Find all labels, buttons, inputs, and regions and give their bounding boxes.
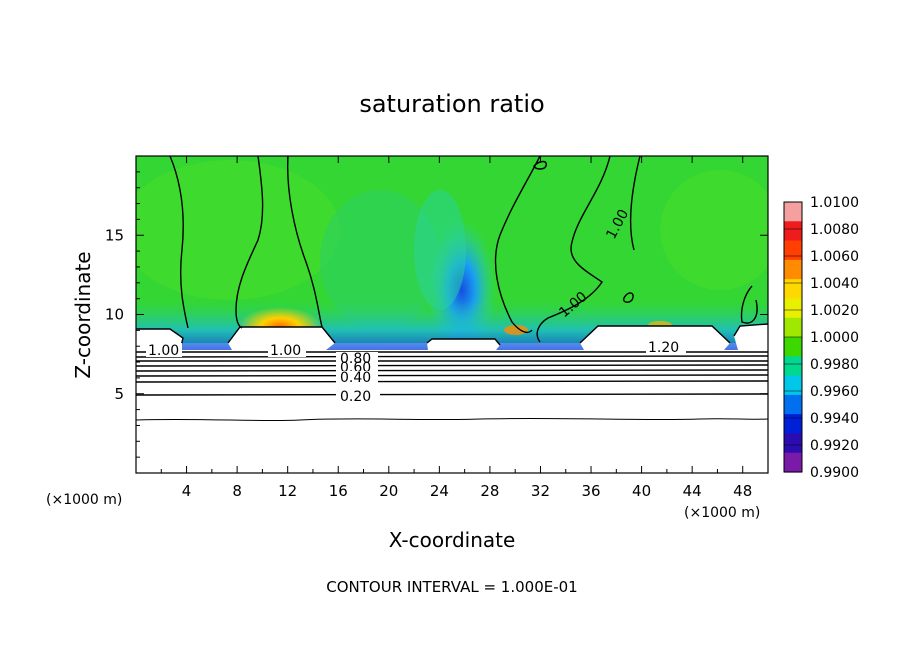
colorbar-label: 1.0060 bbox=[810, 249, 859, 265]
colorbar-swatch bbox=[784, 317, 802, 338]
colorbar-swatch bbox=[784, 356, 802, 377]
y-tick-label: 15 bbox=[105, 226, 124, 244]
field-highlight bbox=[320, 190, 440, 330]
contour-line bbox=[622, 292, 634, 303]
contour-line bbox=[235, 156, 264, 329]
contour-line bbox=[136, 369, 768, 372]
colorbar-label: 1.0080 bbox=[810, 222, 859, 238]
y-tick-label: 5 bbox=[114, 385, 124, 403]
x-tick-label: 44 bbox=[683, 482, 702, 500]
contour-line bbox=[536, 156, 611, 343]
colorbar-swatch bbox=[784, 240, 802, 261]
contour-line bbox=[227, 326, 336, 344]
contour-line bbox=[733, 323, 768, 337]
contour-line bbox=[533, 160, 547, 170]
contour-interval-note: CONTOUR INTERVAL = 1.000E-01 bbox=[326, 578, 577, 596]
colorbar-label: 0.9960 bbox=[810, 384, 859, 400]
y-unit-label: (×1000 m) bbox=[46, 492, 122, 508]
colorbar-swatch bbox=[784, 221, 802, 242]
supersaturation-spot bbox=[504, 325, 528, 335]
contour-line bbox=[740, 285, 758, 324]
y-axis: 5 10 15 bbox=[105, 171, 768, 458]
colorbar-label: 1.0100 bbox=[810, 195, 859, 211]
colorbar-swatch bbox=[784, 279, 802, 300]
x-tick-label: 12 bbox=[278, 482, 297, 500]
colorbar-label: 0.9940 bbox=[810, 411, 859, 427]
colorbar-swatch bbox=[784, 433, 802, 454]
x-axis-label: X-coordinate bbox=[389, 528, 516, 552]
colorbar-swatch bbox=[784, 452, 802, 473]
colorbar-label: 1.0000 bbox=[810, 330, 859, 346]
colorbar-swatch bbox=[784, 394, 802, 415]
contour-label: 1.00 bbox=[270, 343, 301, 359]
x-tick-label: 32 bbox=[531, 482, 550, 500]
contour-line bbox=[286, 156, 323, 328]
x-tick-label: 20 bbox=[379, 482, 398, 500]
colorbar-swatch bbox=[784, 202, 802, 222]
x-axis: 4 8 12 16 20 24 28 32 36 40 44 48 bbox=[160, 156, 752, 500]
contour-line bbox=[136, 355, 768, 358]
colorbar-label: 0.9900 bbox=[810, 465, 859, 481]
contour-line bbox=[136, 364, 768, 367]
contour-line bbox=[579, 325, 731, 344]
x-unit-label: (×1000 m) bbox=[684, 505, 760, 521]
dry-pocket bbox=[580, 326, 730, 350]
contour-line bbox=[169, 156, 189, 329]
colorbar-swatch bbox=[784, 414, 802, 435]
colorbar-label: 1.0040 bbox=[810, 276, 859, 292]
colorbar-label: 1.0020 bbox=[810, 303, 859, 319]
x-tick-label: 16 bbox=[329, 482, 348, 500]
x-tick-label: 48 bbox=[733, 482, 752, 500]
plot-area: 1.00 1.00 1.20 1.00 1.00 0.80 0.60 0.40 … bbox=[136, 156, 768, 473]
dry-pocket bbox=[228, 327, 335, 350]
contour-line bbox=[136, 380, 768, 383]
chart-title: saturation ratio bbox=[359, 90, 544, 118]
x-tick-label: 28 bbox=[480, 482, 499, 500]
colorbar-swatch bbox=[784, 259, 802, 280]
field-highlight bbox=[136, 160, 340, 300]
dry-pocket bbox=[427, 339, 500, 350]
contour-line bbox=[426, 338, 501, 346]
x-tick-label: 36 bbox=[581, 482, 600, 500]
y-axis-label: Z-coordinate bbox=[71, 251, 95, 378]
colorbar-label: 0.9980 bbox=[810, 357, 859, 373]
dry-pocket bbox=[734, 324, 768, 350]
contour-label: 1.20 bbox=[648, 340, 679, 356]
contour-label: 1.00 bbox=[148, 343, 179, 359]
y-tick-label: 10 bbox=[105, 306, 124, 324]
x-tick-label: 4 bbox=[182, 482, 192, 500]
x-tick-label: 40 bbox=[632, 482, 651, 500]
colorbar-swatch bbox=[784, 337, 802, 357]
contour-line bbox=[136, 417, 768, 422]
contour-line bbox=[629, 156, 641, 251]
x-tick-label: 8 bbox=[232, 482, 242, 500]
colorbar-swatch bbox=[784, 298, 802, 319]
contour-label: 0.20 bbox=[340, 389, 371, 405]
colorbar: 1.0100 1.0080 1.0060 1.0040 1.0020 1.0000 0.99… bbox=[783, 195, 859, 481]
field-highlight bbox=[660, 170, 768, 290]
contour-line bbox=[136, 374, 768, 377]
contour-label: 0.40 bbox=[340, 370, 371, 386]
colorbar-label: 0.9920 bbox=[810, 438, 859, 454]
dry-layer bbox=[136, 350, 768, 473]
x-tick-label: 24 bbox=[430, 482, 449, 500]
contour-line bbox=[494, 156, 541, 334]
colorbar-swatch bbox=[784, 375, 802, 396]
moist-anomaly bbox=[414, 190, 466, 310]
contour-line bbox=[136, 393, 768, 396]
